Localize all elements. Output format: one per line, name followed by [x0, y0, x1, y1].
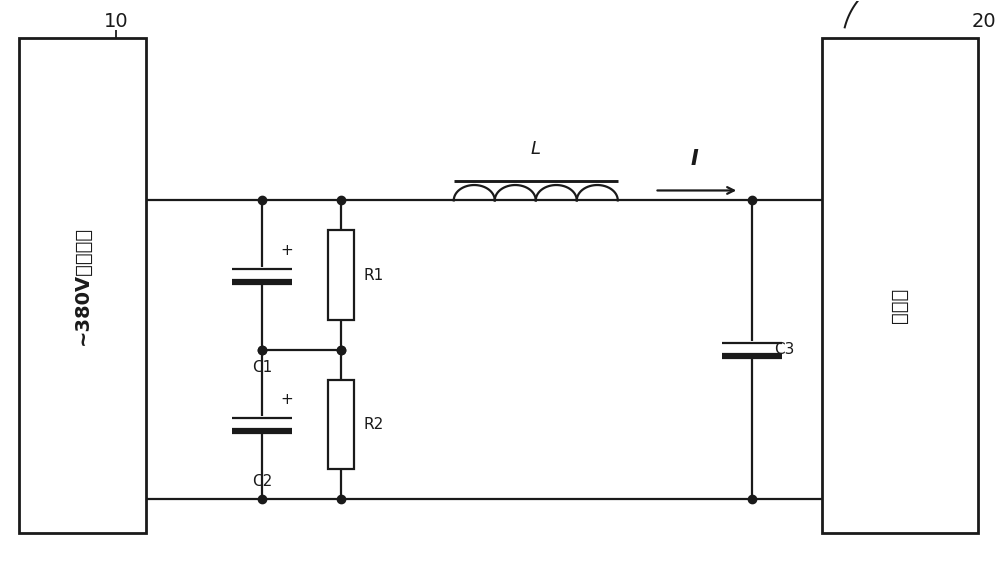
Text: L: L [531, 140, 541, 158]
Text: 逃变器: 逃变器 [890, 288, 909, 323]
Text: C3: C3 [774, 342, 794, 357]
Text: 20: 20 [971, 12, 996, 31]
Text: R2: R2 [363, 417, 384, 432]
Text: C1: C1 [252, 360, 272, 375]
Bar [328, 380, 354, 469]
Text: +: + [280, 243, 293, 258]
Text: R1: R1 [363, 268, 384, 283]
Bar [19, 38, 146, 533]
Text: 10: 10 [103, 12, 128, 31]
Text: C2: C2 [252, 474, 272, 488]
Text: I: I [690, 149, 698, 169]
Bar [328, 231, 354, 320]
Text: +: + [280, 392, 293, 407]
Bar [822, 38, 978, 533]
Text: ~380V网电整流: ~380V网电整流 [73, 226, 92, 345]
